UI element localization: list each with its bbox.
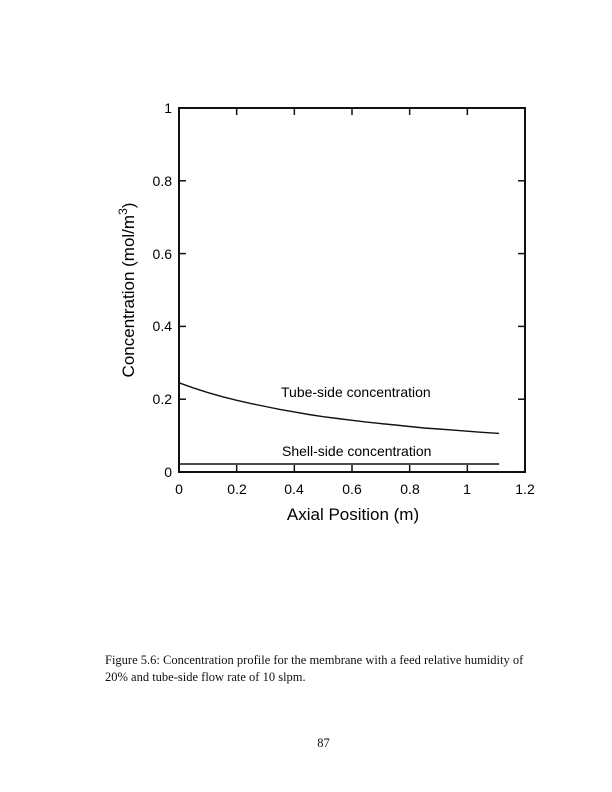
- x-tick-label: 0: [175, 481, 183, 497]
- y-axis-title: Concentration (mol/m3): [116, 202, 139, 378]
- x-tick-label: 0.8: [400, 481, 420, 497]
- x-axis-title: Axial Position (m): [286, 505, 420, 524]
- shell-side-annotation: Shell-side concentration: [282, 443, 432, 459]
- y-axis-title-text: Concentration (mol/m: [119, 214, 138, 378]
- y-tick-label: 0.8: [152, 173, 172, 189]
- y-axis-title-superscript: 3: [116, 208, 130, 215]
- figure-caption-line: 20% and tube-side flow rate of 10 slpm.: [105, 669, 306, 684]
- x-tick-label: 0.4: [284, 481, 304, 497]
- y-tick-label: 0.4: [152, 318, 172, 334]
- y-tick-label: 0.2: [152, 391, 172, 407]
- page-number: 87: [317, 736, 330, 750]
- x-tick-label: 0.2: [227, 481, 247, 497]
- series-line-tube-side: [178, 382, 500, 435]
- y-tick-label: 0.6: [152, 246, 172, 262]
- x-tick-label: 1.2: [515, 481, 535, 497]
- x-tick-label: 1: [463, 481, 471, 497]
- y-tick-label: 1: [164, 100, 172, 116]
- figure-caption: Figure 5.6: Concentration profile for th…: [105, 652, 545, 685]
- figure-caption-line: Figure 5.6: Concentration profile for th…: [105, 653, 524, 667]
- x-tick-label: 0.6: [342, 481, 362, 497]
- tube-side-annotation: Tube-side concentration: [281, 384, 431, 400]
- y-tick-label: 0: [164, 464, 172, 480]
- y-axis-title-close-paren: ): [119, 202, 138, 209]
- plot-frame: [178, 107, 526, 473]
